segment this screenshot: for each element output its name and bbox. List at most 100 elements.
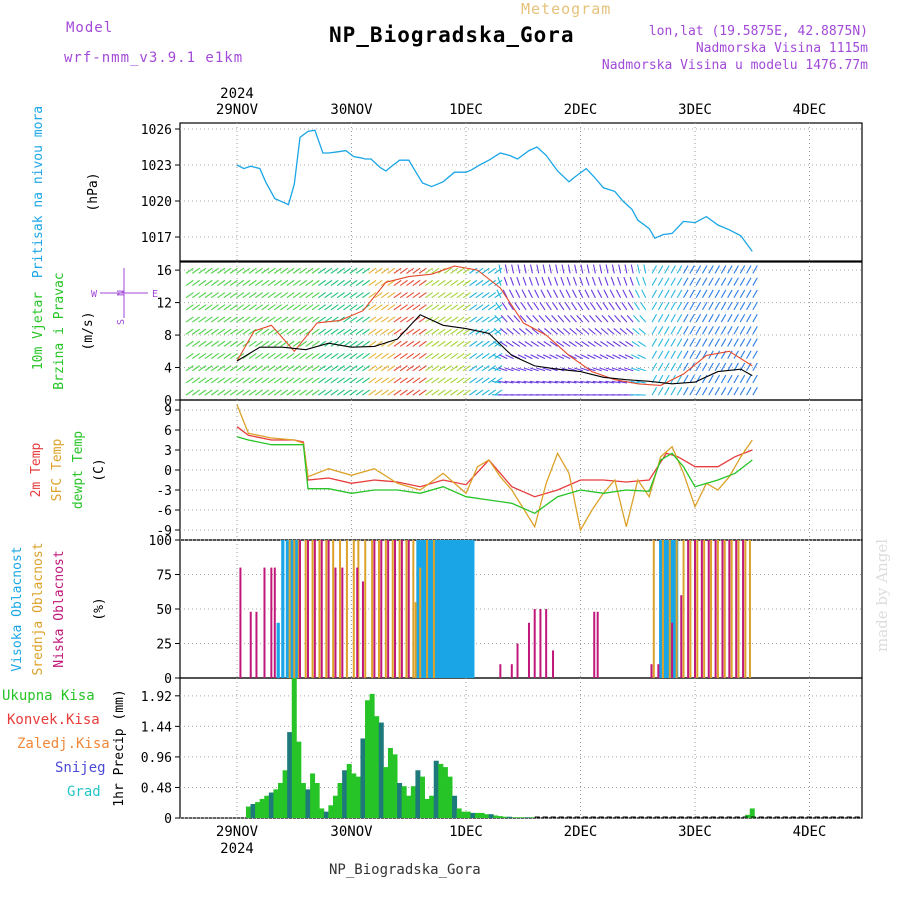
- cloud-bar: [304, 540, 307, 678]
- wind-barb: [305, 279, 314, 286]
- precip-bar: [365, 700, 371, 818]
- wind-barb: [637, 264, 641, 274]
- wind-barb: [412, 292, 421, 299]
- wind-barb: [604, 276, 609, 286]
- wind-barb: [261, 377, 270, 384]
- wind-barb: [425, 267, 434, 274]
- wind-barb: [255, 304, 264, 311]
- wind-barb: [418, 292, 427, 299]
- wind-barb: [628, 289, 634, 298]
- wind-barb: [248, 267, 257, 274]
- wind-barb: [418, 352, 427, 360]
- cloud-bar: [270, 567, 273, 678]
- wind-barb: [548, 380, 558, 384]
- wind-barb: [387, 340, 396, 347]
- bottom-year-label: 2024: [220, 841, 254, 857]
- wind-barb: [664, 350, 670, 359]
- wind-barb: [393, 316, 402, 323]
- wind-barb: [491, 380, 502, 384]
- wind-barb: [714, 265, 721, 274]
- precip-bar: [300, 783, 306, 818]
- wind-barb: [568, 341, 577, 347]
- wind-barb: [752, 277, 758, 286]
- wind-barb: [431, 279, 440, 286]
- wind-barb: [431, 292, 440, 299]
- wind-barb: [708, 362, 714, 372]
- wind-barb: [714, 289, 721, 298]
- wind-barb: [507, 315, 514, 323]
- cloud-bar: [427, 540, 431, 678]
- wind-barb: [248, 389, 257, 396]
- precip-bar: [264, 795, 270, 818]
- precip-bar: [452, 795, 458, 818]
- wind-barb: [223, 292, 232, 299]
- wind-barb: [305, 377, 314, 384]
- wind-barb: [527, 289, 533, 298]
- wind-barb: [664, 289, 670, 298]
- wind-barb: [676, 326, 683, 335]
- wind-barb: [676, 387, 683, 396]
- cloud-bar: [446, 540, 450, 678]
- cloud-bar: [728, 540, 731, 678]
- precip-bar: [328, 805, 334, 818]
- wind-barb: [280, 292, 289, 299]
- wind-barb: [393, 267, 402, 274]
- wind-barb: [664, 314, 670, 323]
- wind-barb: [462, 340, 471, 347]
- wind-barb: [192, 279, 201, 286]
- cloud-bar: [255, 611, 258, 678]
- wind-barb: [185, 377, 194, 384]
- cloud-bar: [441, 540, 445, 678]
- precip-bar: [273, 789, 279, 818]
- precip-bar: [305, 789, 311, 818]
- wind-barb: [431, 377, 440, 384]
- wind-barb: [613, 327, 621, 335]
- wind-barb: [210, 292, 219, 299]
- cloud-bar: [288, 540, 291, 678]
- cloud-bar: [744, 540, 747, 678]
- wind-barb: [362, 389, 371, 396]
- cloud-bar: [313, 540, 316, 678]
- wind-barb: [733, 265, 739, 274]
- wind-barb: [280, 389, 289, 396]
- wind-barb: [425, 365, 434, 372]
- wind-barb: [498, 380, 508, 384]
- cloud-bar: [721, 540, 724, 678]
- wind-barb: [651, 387, 658, 396]
- wind-barb: [192, 304, 201, 311]
- wind-barb: [739, 277, 746, 286]
- wind-barb: [492, 367, 502, 372]
- wind-barb: [664, 338, 670, 347]
- wind-barb: [311, 389, 320, 396]
- wind-barb: [564, 302, 571, 311]
- wind-barb: [714, 277, 721, 286]
- wind-barb: [574, 367, 583, 372]
- wind-barb: [563, 315, 571, 323]
- wind-barb: [664, 362, 670, 372]
- wind-barb: [739, 350, 746, 359]
- compass-east: E: [152, 289, 158, 300]
- wind-barb: [727, 314, 733, 323]
- wind-barb: [393, 304, 402, 311]
- wind-barb: [605, 354, 615, 360]
- wind-barb: [592, 367, 602, 372]
- wind-barb: [670, 301, 676, 311]
- cloud-bar: [527, 622, 530, 678]
- wind-barb: [443, 377, 452, 384]
- wind-barb: [592, 264, 596, 274]
- wind-barb: [651, 350, 658, 359]
- wind-barb: [620, 315, 628, 323]
- precip-bar: [429, 795, 435, 818]
- cloud-bar: [412, 540, 415, 678]
- wind-barb: [236, 267, 245, 274]
- wind-barb: [578, 289, 584, 298]
- temp-2m-ylabel: 2m Temp: [29, 442, 44, 497]
- precip-bar: [433, 760, 439, 818]
- wind-barb: [343, 279, 352, 286]
- wind-barb: [374, 377, 383, 384]
- wind-barb: [412, 340, 421, 347]
- wind-barb: [720, 387, 727, 396]
- wind-barb: [580, 264, 584, 274]
- wind-barb: [727, 387, 733, 396]
- wind-barb: [355, 352, 364, 360]
